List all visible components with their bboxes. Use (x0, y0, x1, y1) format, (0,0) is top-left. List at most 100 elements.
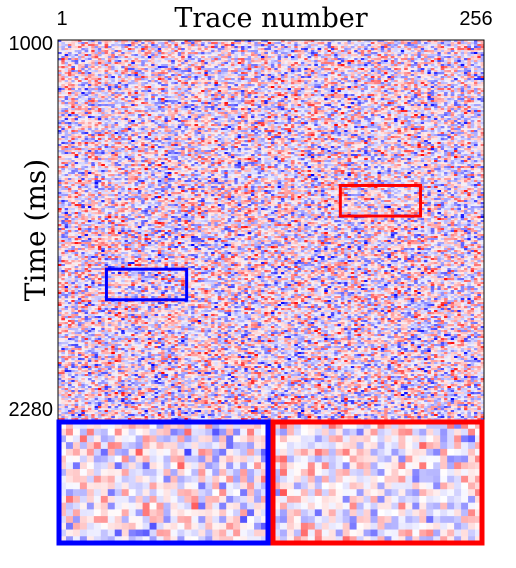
heatmap-cell (188, 70, 192, 72)
heatmap-cell (115, 60, 119, 62)
heatmap-cell (241, 74, 245, 76)
heatmap-cell (135, 54, 139, 56)
heatmap-cell (234, 72, 238, 74)
heatmap-cell (394, 62, 398, 64)
heatmap-cell (188, 76, 192, 78)
heatmap-cell (471, 76, 475, 78)
heatmap-cell (111, 48, 115, 50)
heatmap-cell (241, 52, 245, 54)
heatmap-cell (304, 68, 308, 70)
heatmap-cell (358, 62, 362, 64)
heatmap-cell (188, 64, 192, 66)
heatmap-cell (411, 64, 415, 66)
heatmap-cell (464, 52, 468, 54)
heatmap-cell (158, 76, 162, 78)
heatmap-cell (384, 48, 388, 50)
heatmap-cell (238, 46, 242, 48)
heatmap-cell (321, 68, 325, 70)
heatmap-cell (88, 62, 92, 64)
heatmap-cell (461, 60, 465, 62)
heatmap-cell (407, 60, 411, 62)
heatmap-cell (467, 58, 471, 60)
heatmap-cell (85, 64, 89, 66)
heatmap-cell (158, 50, 162, 52)
heatmap-cell (454, 56, 458, 58)
heatmap-cell (251, 42, 255, 44)
heatmap-cell (351, 60, 355, 62)
heatmap-cell (198, 60, 202, 62)
heatmap-cell (341, 52, 345, 54)
heatmap-cell (191, 52, 195, 54)
heatmap-cell (298, 66, 302, 68)
heatmap-cell (328, 58, 332, 60)
heatmap-cell (341, 76, 345, 78)
heatmap-cell (431, 64, 435, 66)
heatmap-cell (414, 58, 418, 60)
heatmap-cell (148, 66, 152, 68)
heatmap-cell (178, 46, 182, 48)
heatmap-cell (264, 74, 268, 76)
heatmap-cell (98, 46, 102, 48)
heatmap-cell (427, 68, 431, 70)
heatmap-cell (434, 62, 438, 64)
heatmap-cell (291, 44, 295, 46)
heatmap-cell (158, 56, 162, 58)
heatmap-cell (198, 66, 202, 68)
heatmap-cell (294, 62, 298, 64)
heatmap-cell (228, 44, 232, 46)
heatmap-cell (98, 48, 102, 50)
heatmap-cell (264, 44, 268, 46)
heatmap-cell (61, 60, 65, 62)
heatmap-cell (361, 72, 365, 74)
heatmap-cell (278, 64, 282, 66)
heatmap-cell (138, 56, 142, 58)
heatmap-cell (214, 50, 218, 52)
heatmap-cell (344, 58, 348, 60)
heatmap-cell (71, 58, 75, 60)
heatmap-cell (61, 46, 65, 48)
heatmap-cell (174, 44, 178, 46)
heatmap-cell (201, 52, 205, 54)
heatmap-cell (354, 48, 358, 50)
heatmap-cell (151, 58, 155, 60)
heatmap-cell (421, 72, 425, 74)
heatmap-cell (417, 56, 421, 58)
heatmap-cell (404, 56, 408, 58)
heatmap-cell (251, 64, 255, 66)
heatmap-cell (311, 42, 315, 44)
heatmap-cell (404, 52, 408, 54)
heatmap-cell (381, 62, 385, 64)
heatmap-cell (125, 56, 129, 58)
heatmap-cell (348, 56, 352, 58)
heatmap-cell (471, 54, 475, 56)
heatmap-cell (115, 72, 119, 74)
heatmap-cell (354, 60, 358, 62)
heatmap-cell (91, 54, 95, 56)
heatmap-cell (208, 74, 212, 76)
heatmap-cell (95, 66, 99, 68)
heatmap-cell (128, 52, 132, 54)
heatmap-cell (294, 70, 298, 72)
heatmap-cell (244, 70, 248, 72)
heatmap-cell (467, 76, 471, 78)
heatmap-cell (454, 60, 458, 62)
heatmap-cell (218, 50, 222, 52)
heatmap-cell (421, 46, 425, 48)
heatmap-cell (431, 44, 435, 46)
heatmap-cell (364, 76, 368, 78)
heatmap-cell (71, 56, 75, 58)
heatmap-cell (401, 46, 405, 48)
heatmap-cell (474, 72, 478, 74)
heatmap-cell (131, 60, 135, 62)
heatmap-cell (414, 76, 418, 78)
heatmap-cell (168, 58, 172, 60)
heatmap-cell (91, 68, 95, 70)
heatmap-cell (404, 46, 408, 48)
heatmap-cell (407, 74, 411, 76)
heatmap-cell (358, 70, 362, 72)
heatmap-cell (111, 56, 115, 58)
heatmap-cell (221, 66, 225, 68)
heatmap-cell (85, 50, 89, 52)
heatmap-cell (194, 42, 198, 44)
heatmap-cell (244, 58, 248, 60)
